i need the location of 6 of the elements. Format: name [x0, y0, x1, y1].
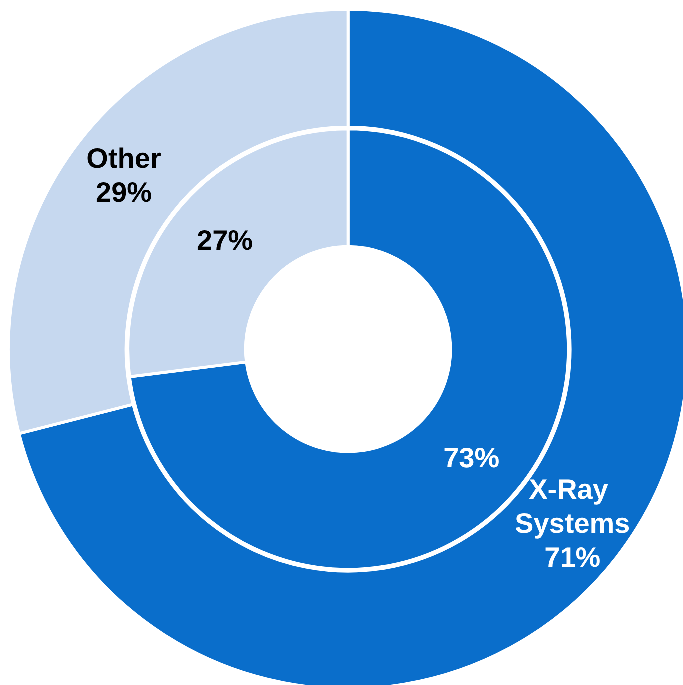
data-label: 73% — [444, 442, 500, 474]
slice-label: Other — [86, 142, 162, 174]
data-label: 71% — [544, 542, 601, 573]
slice-label: X-Ray Systems — [515, 474, 630, 539]
data-label: 29% — [96, 176, 152, 208]
data-label: 27% — [197, 225, 254, 256]
